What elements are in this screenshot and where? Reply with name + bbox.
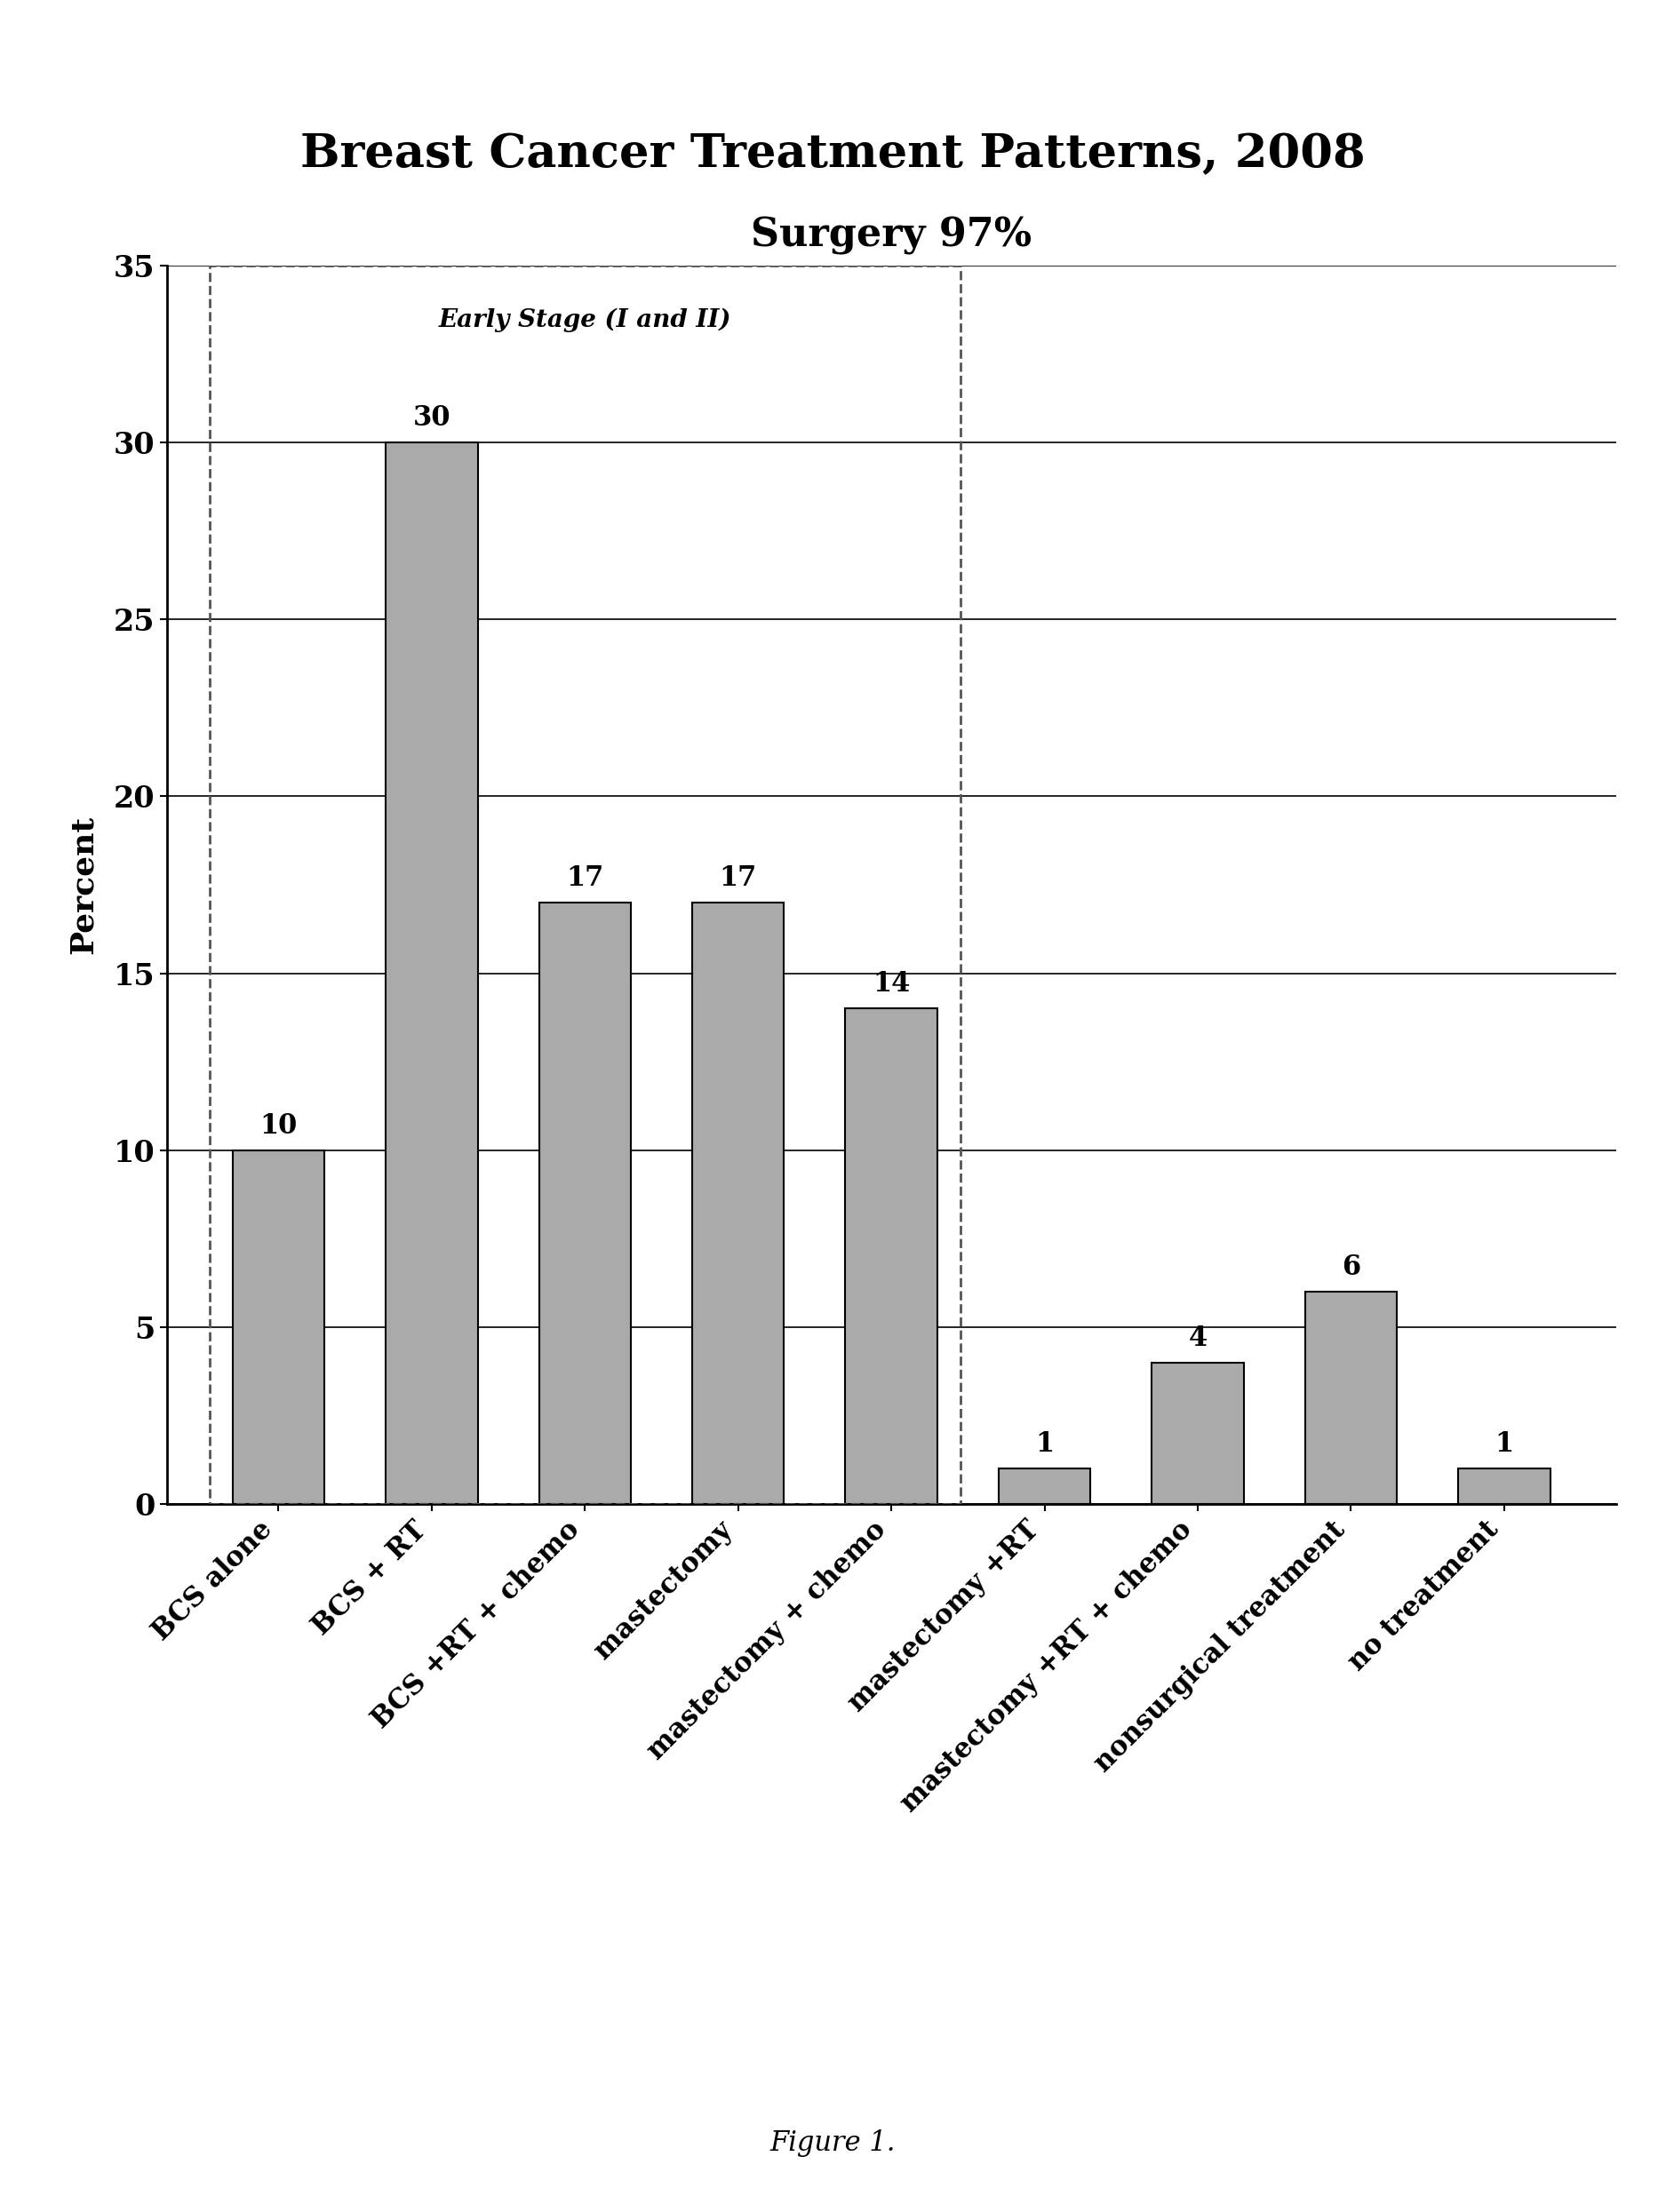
Text: Early Stage (I and II): Early Stage (I and II) — [438, 307, 731, 332]
Bar — [1304, 1292, 1396, 1504]
Text: 30: 30 — [413, 405, 450, 431]
Text: 14: 14 — [873, 971, 910, 998]
Bar — [845, 1009, 938, 1504]
Bar — [1151, 1363, 1245, 1504]
Text: 17: 17 — [720, 865, 756, 891]
Y-axis label: Percent: Percent — [68, 816, 98, 953]
Text: 6: 6 — [1341, 1254, 1361, 1281]
Bar — [1458, 1469, 1549, 1504]
Text: 1: 1 — [1494, 1431, 1513, 1458]
Bar — [538, 902, 631, 1504]
Bar — [998, 1469, 1091, 1504]
Bar — [691, 902, 785, 1504]
Text: 17: 17 — [566, 865, 603, 891]
Bar — [387, 442, 478, 1504]
Text: Surgery 97%: Surgery 97% — [751, 217, 1031, 254]
Text: 1: 1 — [1035, 1431, 1055, 1458]
Bar — [233, 1150, 325, 1504]
Text: 4: 4 — [1188, 1325, 1208, 1352]
Text: Figure 1.: Figure 1. — [770, 2130, 896, 2157]
Text: Breast Cancer Treatment Patterns, 2008: Breast Cancer Treatment Patterns, 2008 — [300, 133, 1366, 177]
Text: 10: 10 — [260, 1113, 297, 1139]
Bar — [210, 265, 960, 1504]
